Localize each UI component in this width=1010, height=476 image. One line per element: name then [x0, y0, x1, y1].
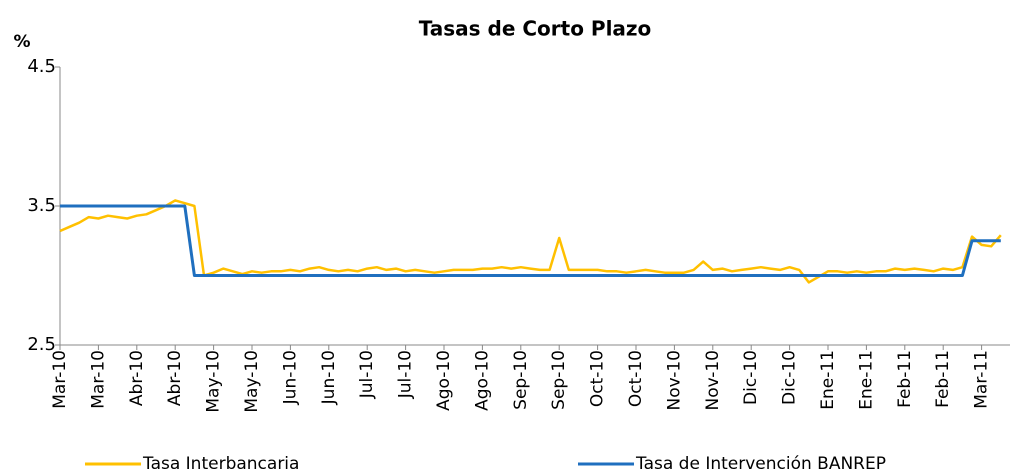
- y-tick-label: 4.5: [27, 56, 56, 77]
- x-tick-label: May-10: [242, 350, 262, 413]
- x-tick-label: Ago-10: [434, 350, 454, 411]
- x-tick-label: Jul-10: [396, 350, 416, 399]
- x-tick-label: Nov-10: [703, 350, 723, 411]
- series-line: [60, 204, 1001, 277]
- y-axis-label: %: [13, 32, 30, 52]
- x-tick-label: Abr-10: [165, 350, 185, 406]
- x-tick-label: Nov-10: [664, 350, 684, 411]
- x-tick-label: Mar-11: [972, 350, 992, 409]
- x-tick-label: Ene-11: [818, 350, 838, 410]
- x-tick-label: Sep-10: [511, 350, 531, 410]
- x-tick-label: Oct-10: [588, 350, 608, 407]
- series-line: [59, 199, 1002, 284]
- y-tick-label: 3.5: [27, 195, 56, 216]
- x-tick-label: Sep-10: [549, 350, 569, 410]
- x-tick-label: Mar-10: [88, 350, 108, 409]
- x-tick-label: Ene-11: [856, 350, 876, 410]
- chart-title: Tasas de Corto Plazo: [419, 17, 652, 41]
- x-tick-label: May-10: [204, 350, 224, 413]
- x-tick-label: Oct-10: [626, 350, 646, 407]
- legend-label: Tasa de Intervención BANREP: [635, 454, 886, 474]
- legend-label: Tasa Interbancaria: [142, 454, 299, 474]
- x-tick-label: Jun-10: [319, 350, 339, 405]
- x-tick-label: Jun-10: [280, 350, 300, 405]
- x-tick-label: Mar-10: [50, 350, 70, 409]
- x-tick-label: Abr-10: [127, 350, 147, 406]
- x-tick-label: Dic-10: [741, 350, 761, 405]
- x-tick-label: Ago-10: [472, 350, 492, 411]
- x-tick-label: Feb-11: [933, 350, 953, 408]
- x-tick-label: Dic-10: [780, 350, 800, 405]
- y-tick-label: 2.5: [27, 334, 56, 355]
- x-tick-label: Feb-11: [895, 350, 915, 408]
- x-tick-label: Jul-10: [357, 350, 377, 399]
